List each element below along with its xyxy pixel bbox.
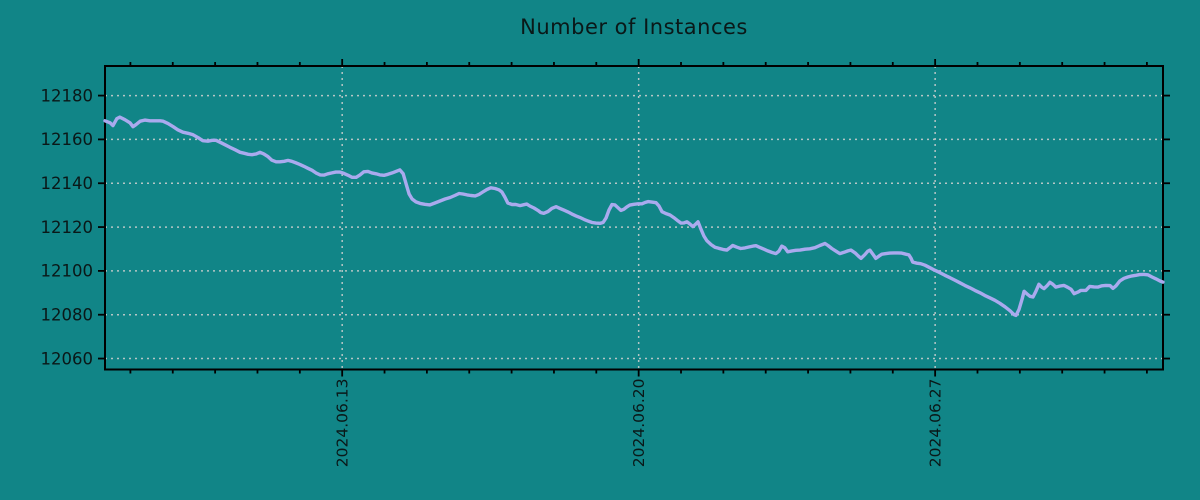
data-line-instances	[103, 115, 1165, 318]
y-tick-label: 12080	[41, 305, 94, 324]
tick-marks	[98, 59, 1170, 377]
y-axis-labels: 12060 12080 12100 12120 12140 12160 12180	[41, 86, 94, 368]
y-tick-label: 12100	[41, 262, 94, 281]
y-tick-label: 12160	[41, 130, 94, 149]
y-tick-label: 12140	[41, 174, 94, 193]
x-axis-labels: 2024.06.13 2024.06.20 2024.06.27	[334, 379, 945, 468]
chart-title: Number of Instances	[520, 15, 748, 39]
x-tick-label: 2024.06.20	[630, 379, 648, 468]
y-tick-label: 12060	[41, 349, 94, 368]
plot-border	[104, 65, 1164, 371]
y-tick-label: 12120	[41, 218, 94, 237]
y-tick-label: 12180	[41, 86, 94, 105]
gridlines	[105, 66, 1163, 370]
x-tick-label: 2024.06.13	[334, 379, 352, 468]
x-tick-label: 2024.06.27	[927, 379, 945, 468]
